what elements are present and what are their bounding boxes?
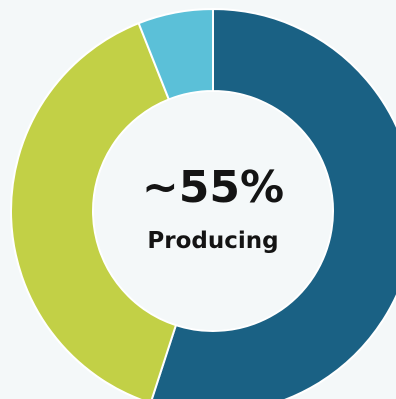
donut-slice-2	[10, 21, 178, 399]
center-caption-label: Producing	[147, 228, 279, 254]
donut-hole	[94, 92, 332, 330]
donut-slices	[10, 7, 396, 399]
donut-slice-1	[150, 7, 396, 399]
donut-slice-3	[137, 7, 214, 101]
center-value-label: ~55%	[141, 162, 285, 213]
